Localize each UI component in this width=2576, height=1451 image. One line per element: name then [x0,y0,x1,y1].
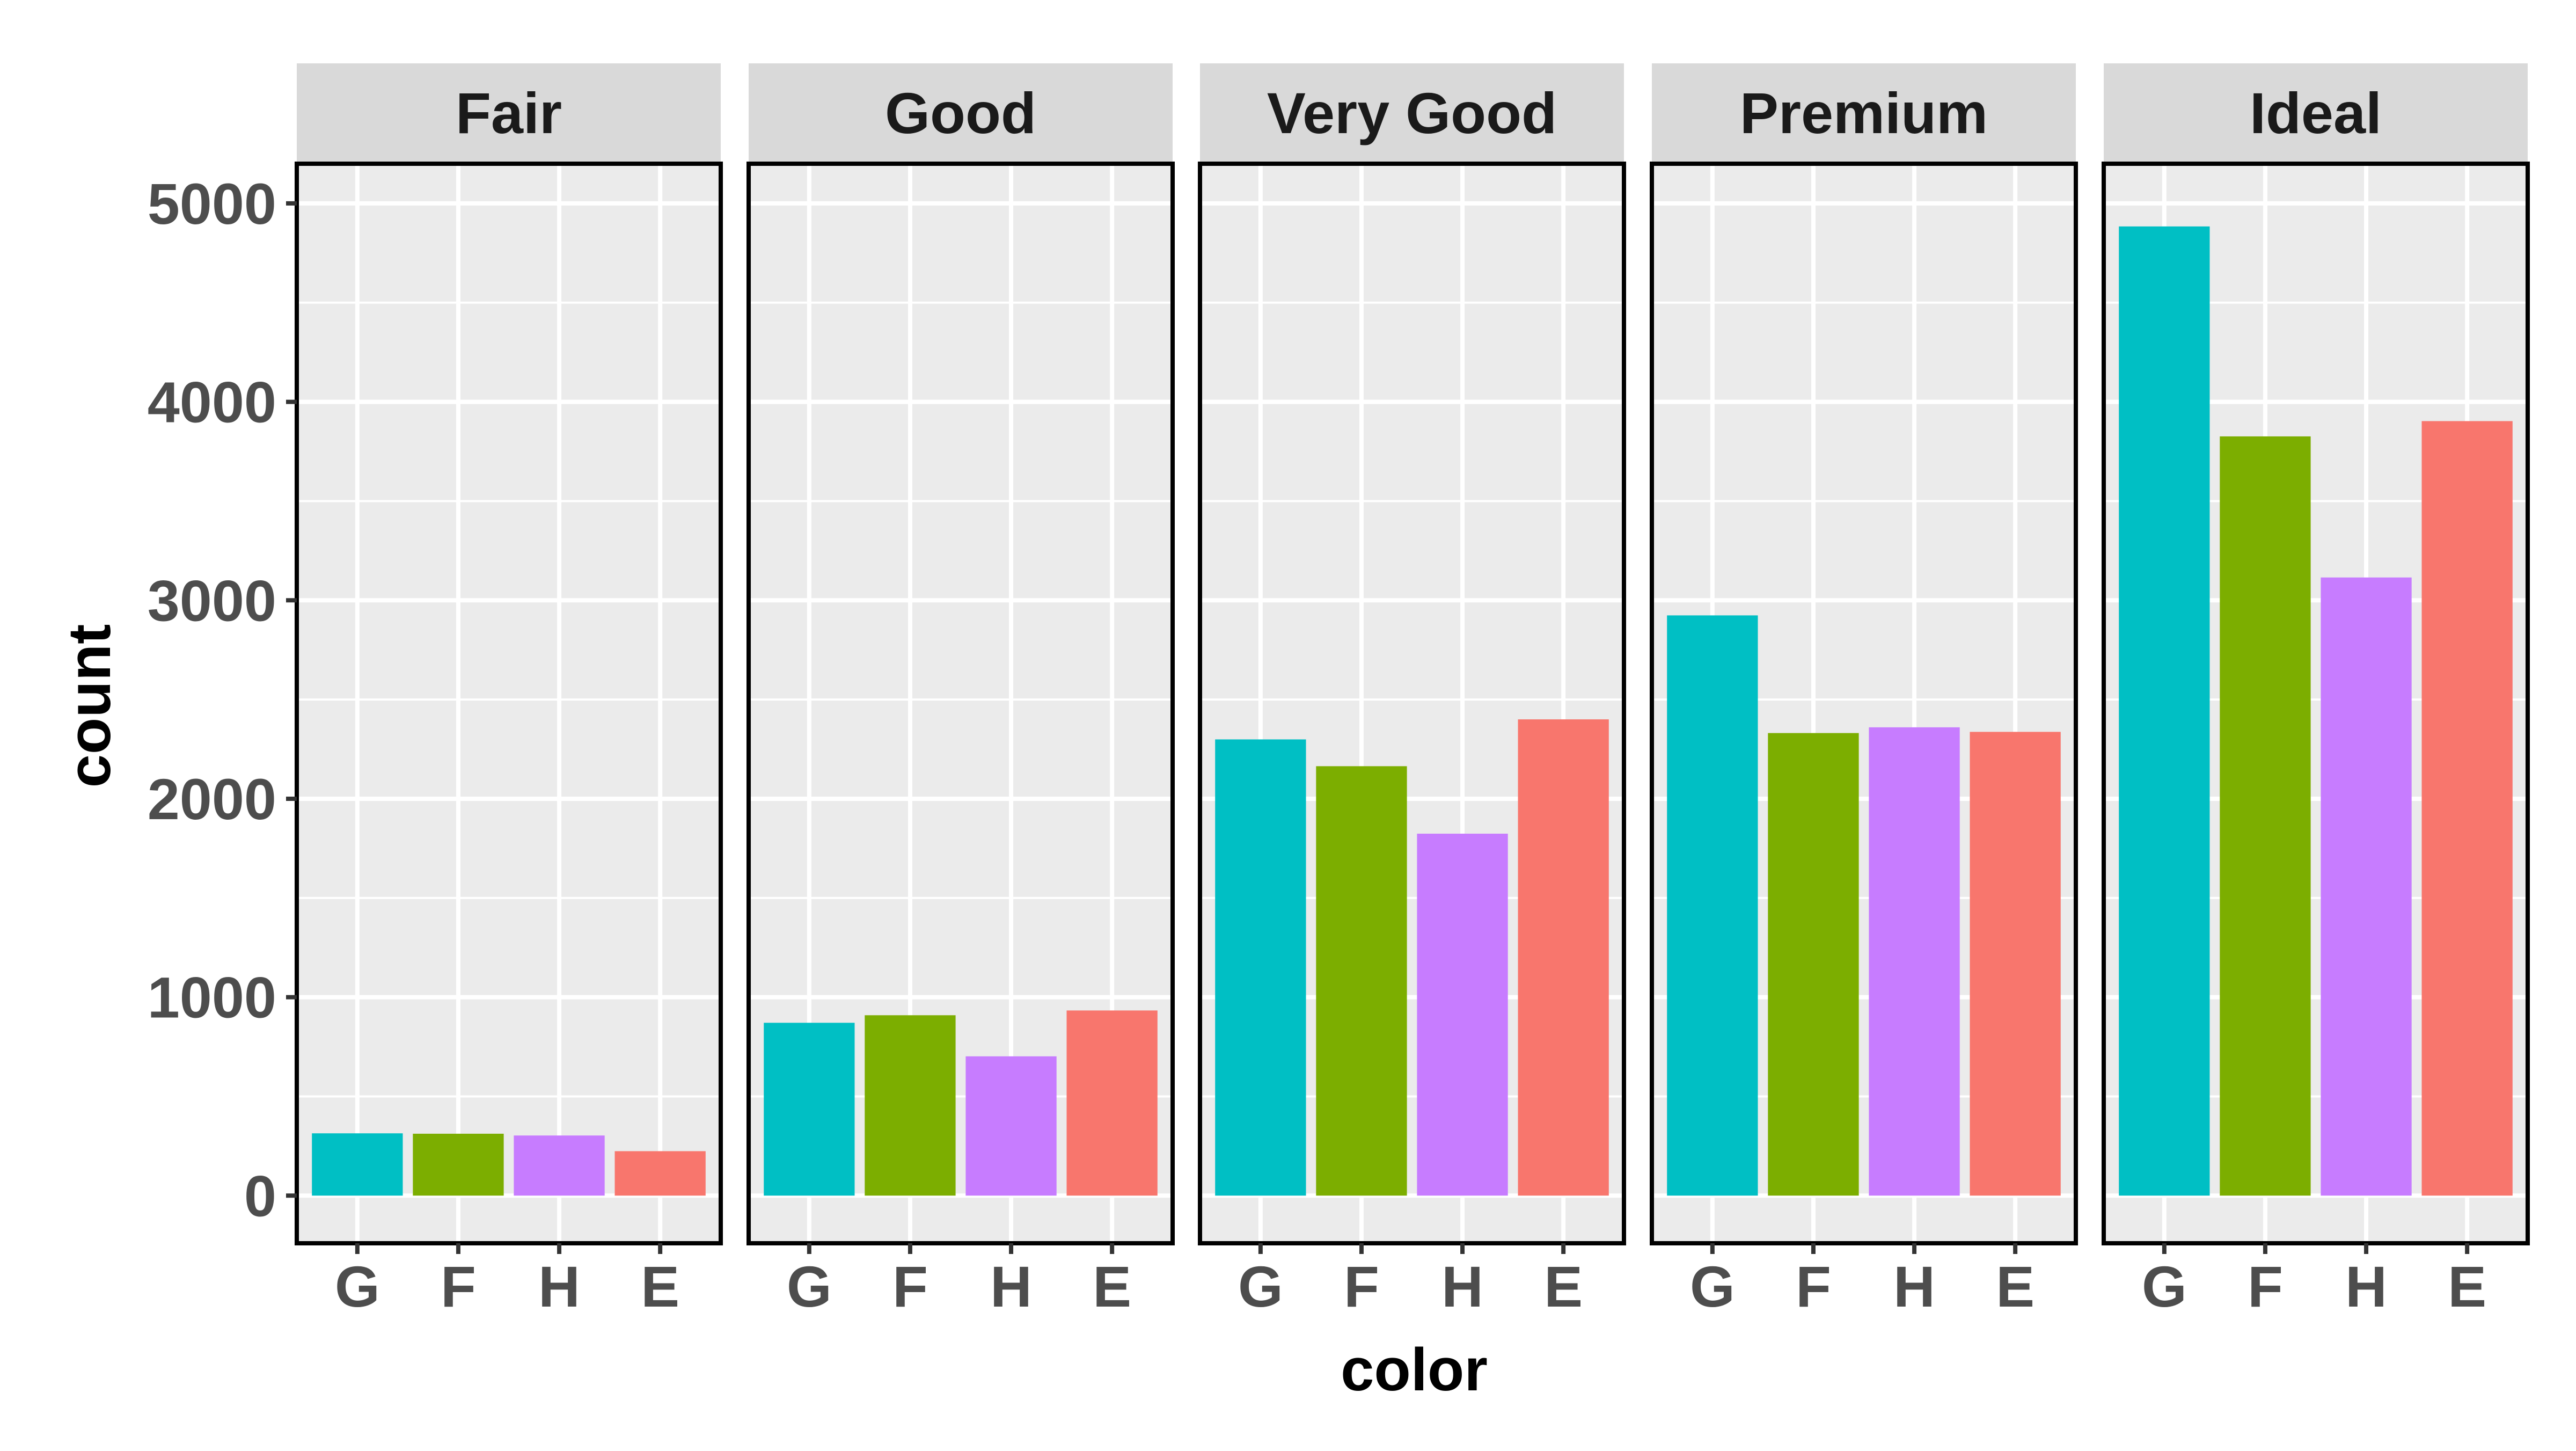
bar-very-good-g [1215,739,1306,1196]
x-tick-label: F [2248,1254,2283,1319]
y-tick-label: 0 [244,1163,276,1228]
panel-border [747,162,1175,1245]
facet-strip-label: Ideal [2250,81,2382,145]
panel-border [295,162,723,1245]
facet-strip [749,63,1173,164]
facet-panel-premium: Premium G F H E [1650,63,2078,1319]
x-tick-label: E [641,1254,679,1319]
bar-ideal-h [2321,577,2412,1196]
x-tick-label: F [1796,1254,1831,1319]
x-tick-label: F [892,1254,928,1319]
facet-strip-label: Good [885,81,1036,145]
bar-fair-e [614,1151,706,1196]
x-tick-label: H [538,1254,580,1319]
y-axis: 0 1000 2000 3000 4000 5000 [148,171,297,1228]
facet-strip [2104,63,2528,164]
bar-fair-f [413,1133,504,1196]
panel-border [1650,162,2078,1245]
x-tick-label: H [990,1254,1032,1319]
facet-strip-label: Premium [1740,81,1988,145]
x-tick-label: H [1441,1254,1483,1319]
x-tick-label: E [2448,1254,2486,1319]
bar-fair-g [312,1133,403,1196]
facet-strip [1652,63,2076,164]
x-tick-label: G [335,1254,380,1319]
bar-very-good-h [1417,834,1508,1196]
x-axis-title: color [1341,1336,1488,1403]
x-tick-label: E [1093,1254,1131,1319]
y-tick-label: 2000 [148,767,276,832]
x-tick-label: G [1238,1254,1283,1319]
x-tick-label: H [1893,1254,1935,1319]
bar-ideal-e [2421,421,2513,1196]
bar-good-g [764,1023,855,1196]
panel-background [297,164,721,1243]
facet-strip [297,63,721,164]
x-tick-label: G [2142,1254,2187,1319]
panel-border [2102,162,2530,1245]
bar-ideal-f [2220,436,2311,1196]
facet-panel-good: Good G F H E [747,63,1175,1319]
bar-premium-e [1970,732,2061,1196]
y-tick-label: 4000 [148,370,276,435]
x-tick-label: G [787,1254,832,1319]
x-tick-label: F [441,1254,476,1319]
facet-panel-ideal: Ideal G F H E [2102,63,2530,1319]
y-tick-label: 5000 [148,171,276,236]
facet-strip [1200,63,1624,164]
bar-premium-f [1768,733,1859,1196]
bar-very-good-e [1518,719,1609,1196]
bar-good-f [865,1015,956,1196]
bar-premium-g [1667,615,1758,1196]
facet-strip-label: Fair [456,81,562,145]
x-tick-label: G [1690,1254,1735,1319]
bar-good-e [1066,1010,1158,1196]
bar-good-h [965,1056,1057,1196]
bar-fair-h [514,1135,605,1196]
y-axis-title: count [56,624,123,788]
y-tick-label: 3000 [148,568,276,633]
y-tick-label: 1000 [148,965,276,1030]
bar-premium-h [1869,727,1960,1196]
x-tick-label: F [1344,1254,1379,1319]
bar-ideal-g [2119,226,2210,1196]
x-tick-label: E [1544,1254,1583,1319]
panel-border [1198,162,1626,1245]
x-tick-label: H [2345,1254,2387,1319]
facet-panel-fair: Fair G F H E [295,63,723,1319]
facet-panel-very-good: Very Good G F H E [1198,63,1626,1319]
bar-very-good-f [1316,766,1407,1196]
facet-strip-label: Very Good [1267,81,1557,145]
x-tick-label: E [1996,1254,2035,1319]
